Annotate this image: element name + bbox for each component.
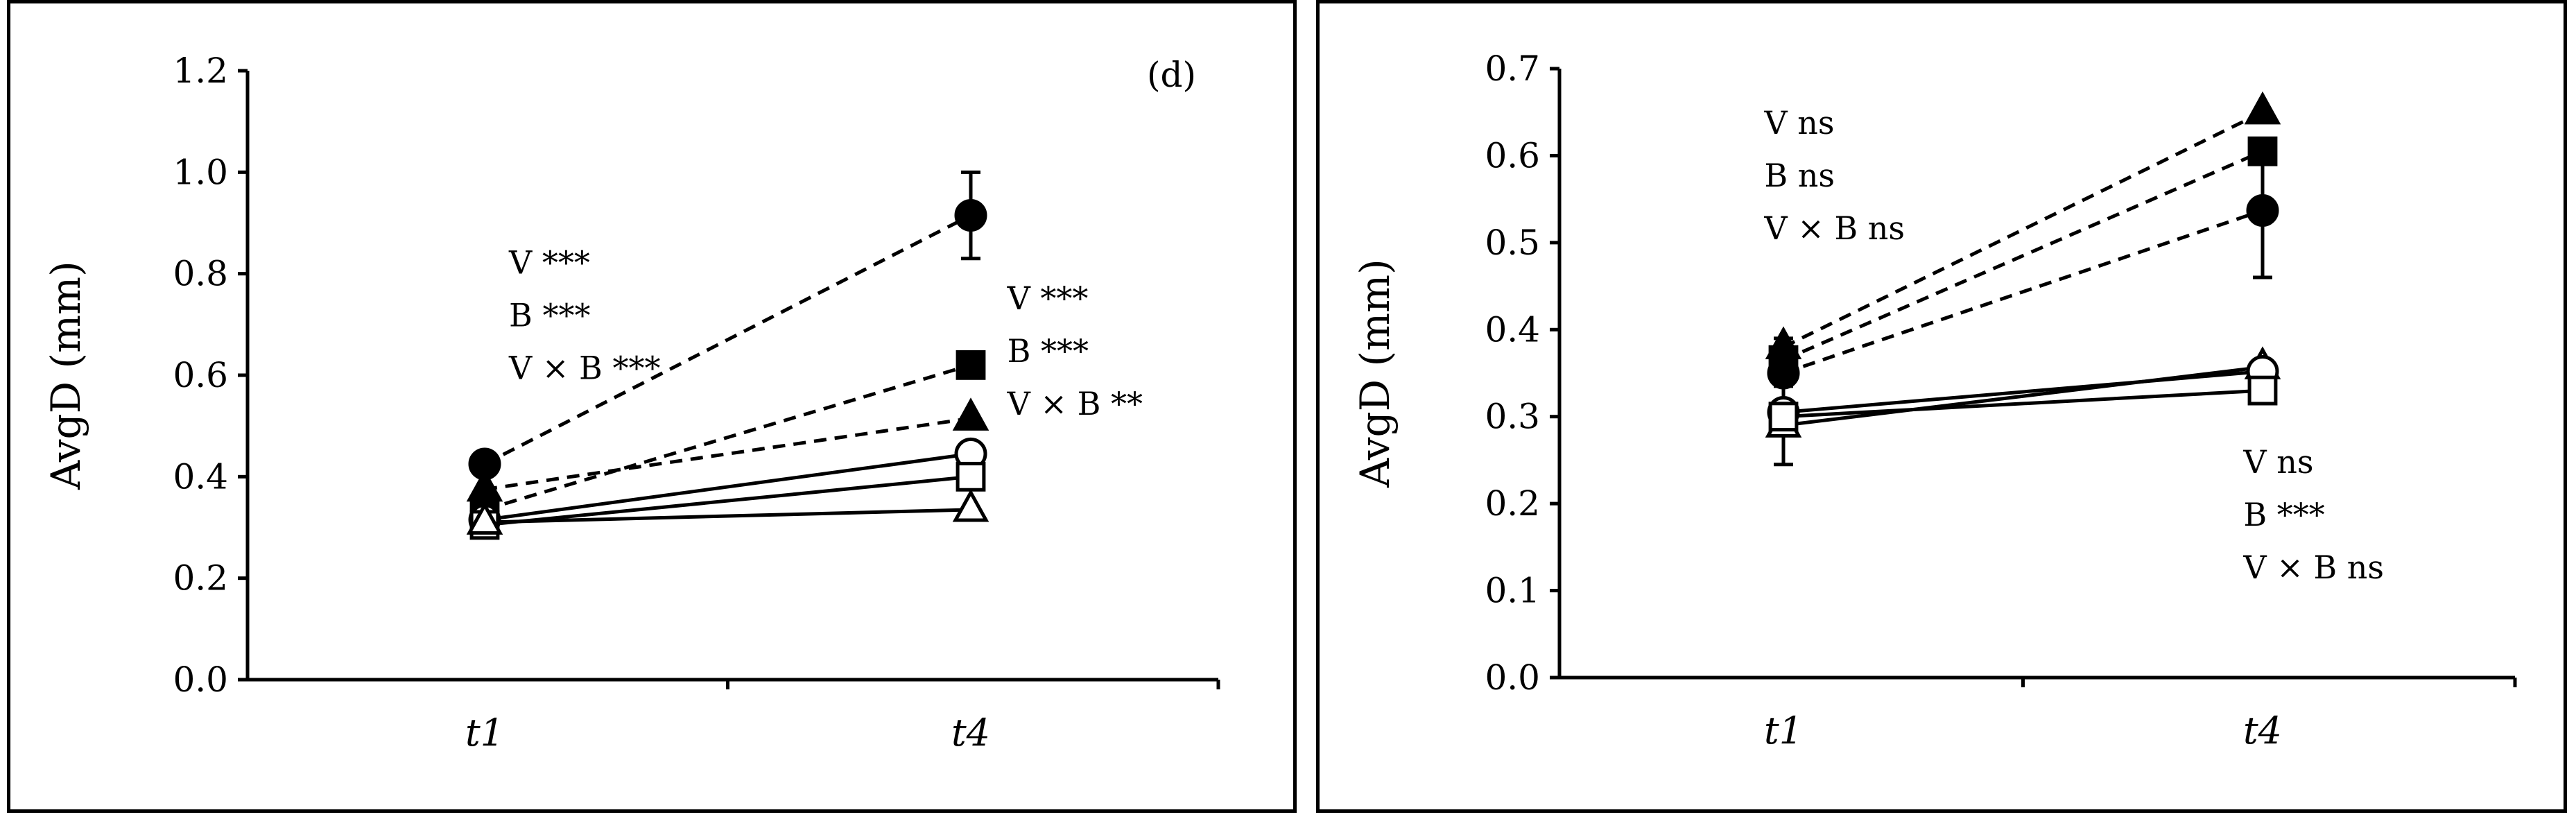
chart-right-svg: 0.0 0.1 0.2 0.3 0.4 0.5 0.6 0.7 t1 t4 AvgD (mm) V n…: [1351, 49, 2517, 752]
chart-left-svg: 0.0 0.2 0.4 0.6 0.8 1.0 1.2 t1 t4 AvgD (mm) (d) V *…: [42, 51, 1220, 755]
y-tick-label: 1.0: [173, 152, 228, 192]
annotation-line: V ***: [508, 244, 590, 282]
markers: [466, 199, 989, 540]
data-point-filled-triangle: [952, 397, 989, 431]
annotation-line: V ns: [2242, 443, 2313, 481]
series-line-3: [484, 451, 971, 522]
annotation-line: V × B ns: [1763, 209, 1905, 247]
y-axis-label: AvgD (mm): [1351, 259, 1399, 488]
x-tick-label: t1: [1764, 709, 1803, 752]
chart-panel-right: 0.0 0.1 0.2 0.3 0.4 0.5 0.6 0.7 t1 t4 AvgD (mm) V n…: [1316, 0, 2567, 813]
series-line-0: [1782, 110, 2264, 349]
panel-label: (d): [1147, 55, 1196, 95]
y-tick-label: 0.1: [1485, 571, 1540, 611]
y-axis-label: AvgD (mm): [42, 261, 89, 490]
stat-annotation: V *** B *** V × B ***: [508, 244, 660, 387]
annotation-line: V ns: [1763, 104, 1834, 141]
series-line-0: [483, 214, 972, 466]
y-tick-label: 0.2: [173, 558, 228, 599]
series-line-2: [1783, 209, 2263, 375]
data-point-filled-circle: [954, 199, 987, 232]
series-line-4: [484, 474, 971, 527]
annotation-line: B ***: [1008, 332, 1089, 370]
annotation-line: B ***: [509, 297, 590, 334]
stat-annotation: V *** B *** V × B **: [1007, 279, 1143, 422]
data-point-filled-triangle: [466, 468, 503, 502]
data-point-open-square: [2247, 375, 2278, 406]
y-tick-label: 0.8: [173, 254, 228, 294]
y-tick-label: 0.4: [1485, 309, 1540, 350]
y-tick-label: 0.4: [173, 456, 228, 497]
y-tick-label: 0.2: [1485, 483, 1540, 524]
series-line-4: [1783, 370, 2263, 414]
y-tick-label: 0.6: [1485, 135, 1540, 175]
data-point-open-square: [956, 461, 986, 492]
data-point-filled-square: [2247, 136, 2278, 166]
annotation-line: V × B ***: [508, 350, 660, 387]
data-point-filled-square: [956, 350, 986, 380]
stat-annotation: V ns B *** V × B ns: [2242, 443, 2384, 586]
x-tick-label: t1: [465, 711, 504, 755]
markers: [1765, 91, 2281, 438]
data-point-filled-circle: [1767, 356, 1800, 390]
y-tick-label: 1.2: [173, 51, 228, 91]
annotation-line: V ***: [1007, 279, 1089, 317]
x-tick-label: t4: [2243, 709, 2282, 752]
data-point-filled-circle: [2246, 193, 2279, 227]
data-point-open-triangle: [466, 501, 503, 535]
annotation-line: V × B **: [1007, 385, 1143, 422]
y-tick-label: 0.0: [1485, 657, 1540, 698]
series-lines: [1782, 110, 2264, 427]
y-tick-label: 0.0: [173, 660, 228, 700]
series-line-5: [484, 508, 971, 524]
x-tick-label: t4: [951, 711, 990, 755]
chart-panel-left: 0.0 0.2 0.4 0.6 0.8 1.0 1.2 t1 t4 AvgD (mm) (d) V *…: [7, 0, 1297, 813]
annotation-line: B ***: [2243, 496, 2324, 533]
series-line-5: [1783, 388, 2263, 419]
y-tick-label: 0.6: [173, 355, 228, 395]
data-point-filled-triangle: [2244, 91, 2281, 125]
y-tick-label: 0.7: [1485, 49, 1540, 89]
series-line-1: [1783, 149, 2263, 362]
annotation-line: B ns: [1764, 157, 1835, 194]
series-line-1: [484, 363, 971, 512]
y-tick-label: 0.5: [1485, 223, 1540, 263]
series-line-2: [484, 416, 971, 492]
data-point-open-triangle: [952, 488, 989, 522]
stat-annotation: V ns B ns V × B ns: [1763, 104, 1905, 247]
annotation-line: V × B ns: [2242, 549, 2384, 586]
y-tick-label: 0.3: [1485, 397, 1540, 437]
series-lines: [483, 214, 972, 527]
data-point-open-square: [1768, 402, 1799, 432]
